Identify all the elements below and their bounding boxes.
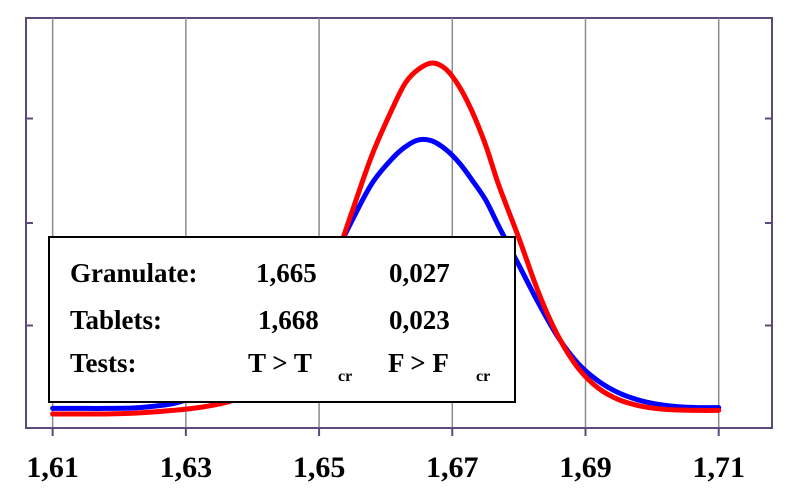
legend-test-f-sub: cr [476, 368, 490, 385]
x-tick-label-1: 1,63 [160, 451, 213, 484]
legend-test-t: T > T [248, 348, 312, 378]
x-tick-label-3: 1,67 [426, 451, 479, 484]
x-axis-ticks [51, 428, 720, 436]
legend: Granulate: 1,665 0,027 Tablets: 1,668 0,… [48, 236, 516, 403]
legend-test-t-sub: cr [338, 368, 352, 385]
x-axis-tick-labels: 1,61 1,63 1,65 1,67 1,69 1,71 [26, 451, 745, 484]
legend-granulate-mean: 1,665 [256, 258, 317, 288]
legend-granulate-name: Granulate: [70, 258, 198, 288]
legend-granulate-sd: 0,027 [389, 258, 450, 288]
x-tick-label-2: 1,65 [293, 451, 346, 484]
legend-box [48, 236, 516, 403]
x-tick-label-5: 1,71 [692, 451, 745, 484]
legend-tests-label: Tests: [70, 348, 137, 378]
legend-test-f: F > F [388, 348, 449, 378]
series-line-1 [50, 60, 722, 417]
legend-tablets-mean: 1,668 [258, 305, 319, 335]
legend-tablets-name: Tablets: [70, 305, 162, 335]
x-tick-label-4: 1,69 [559, 451, 612, 484]
x-tick-label-0: 1,61 [26, 451, 79, 484]
legend-tablets-sd: 0,023 [389, 305, 450, 335]
y-axis-ticks [26, 117, 772, 327]
